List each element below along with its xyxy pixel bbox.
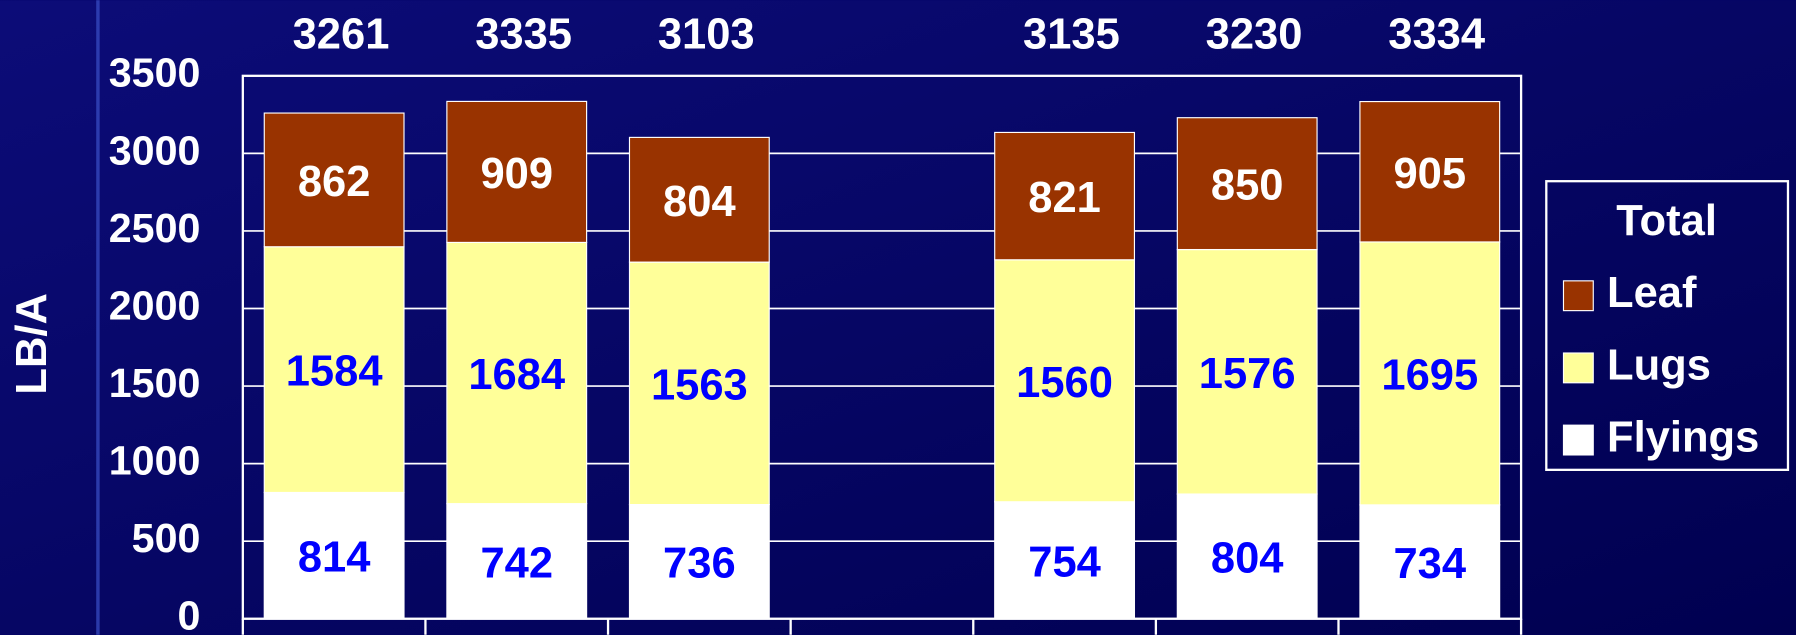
data-label: 742 — [480, 539, 553, 587]
y-tick-label: 3000 — [109, 127, 201, 173]
legend-swatch — [1562, 352, 1594, 384]
bar-segment — [994, 501, 1136, 620]
data-label: 909 — [480, 150, 553, 198]
data-label: 736 — [663, 540, 736, 588]
bar-segment — [446, 241, 588, 505]
data-label: 1563 — [651, 361, 748, 409]
y-axis-label: LB/A — [8, 293, 56, 395]
legend-label: Flyings — [1607, 414, 1759, 462]
data-label: 814 — [298, 534, 371, 582]
bar-segment — [263, 246, 405, 494]
legend-title: Total — [1616, 197, 1717, 245]
total-label: 3335 — [475, 10, 572, 58]
y-tick-label: 2500 — [109, 205, 201, 251]
accent-line — [96, 0, 100, 635]
y-tick-label: 3500 — [109, 50, 201, 96]
bar-segment — [1176, 248, 1318, 495]
legend-label: Lugs — [1607, 341, 1711, 389]
data-label: 1684 — [468, 351, 565, 399]
bar-segment — [994, 131, 1136, 261]
y-tick-label: 1500 — [109, 360, 201, 406]
bar-segment — [1359, 504, 1501, 620]
bar-segment — [994, 259, 1136, 503]
y-tick-label: 1000 — [109, 438, 201, 484]
total-label: 3103 — [658, 10, 755, 58]
legend-box — [1545, 180, 1790, 471]
data-label: 1584 — [286, 348, 383, 396]
data-label: 905 — [1393, 150, 1466, 198]
data-label: 734 — [1393, 540, 1466, 588]
bar-segment — [1359, 100, 1501, 243]
data-label: 1695 — [1381, 352, 1478, 400]
data-label: 804 — [663, 178, 736, 226]
data-label: 821 — [1028, 174, 1101, 222]
bar-segment — [263, 491, 405, 620]
total-label: 3230 — [1206, 10, 1303, 58]
legend-swatch — [1562, 280, 1594, 312]
bar-segment — [628, 261, 770, 506]
data-label: 804 — [1211, 534, 1284, 582]
data-label: 1560 — [1016, 359, 1113, 407]
bar-segment — [446, 503, 588, 620]
bar-segment — [628, 136, 770, 263]
legend-label: Leaf — [1607, 269, 1697, 317]
y-tick-label: 0 — [178, 593, 201, 635]
data-label: 1576 — [1199, 350, 1296, 398]
bar-segment — [1176, 493, 1318, 620]
data-label: 754 — [1028, 538, 1101, 586]
plot-border — [241, 74, 1523, 620]
total-label: 3261 — [293, 10, 390, 58]
total-label: 3135 — [1023, 10, 1120, 58]
y-tick-label: 500 — [132, 515, 201, 561]
bar-segment — [1176, 117, 1318, 251]
y-tick-label: 2000 — [109, 282, 201, 328]
legend-swatch — [1562, 424, 1594, 456]
data-label: 850 — [1211, 162, 1284, 210]
total-label: 3334 — [1388, 10, 1485, 58]
bar-segment — [628, 504, 770, 620]
bar-segment — [263, 112, 405, 248]
bar-segment — [446, 100, 588, 243]
data-label: 862 — [298, 158, 371, 206]
